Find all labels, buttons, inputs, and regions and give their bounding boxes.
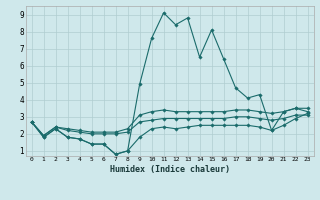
X-axis label: Humidex (Indice chaleur): Humidex (Indice chaleur)	[109, 165, 230, 174]
